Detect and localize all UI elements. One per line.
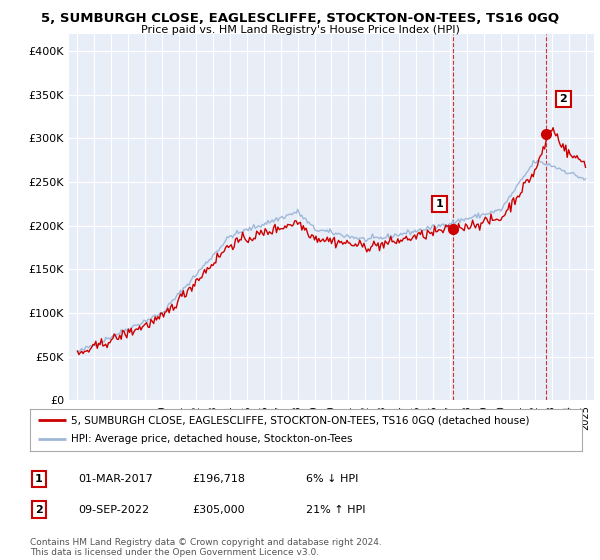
Text: 5, SUMBURGH CLOSE, EAGLESCLIFFE, STOCKTON-ON-TEES, TS16 0GQ (detached house): 5, SUMBURGH CLOSE, EAGLESCLIFFE, STOCKTO… <box>71 415 530 425</box>
Text: 21% ↑ HPI: 21% ↑ HPI <box>306 505 365 515</box>
Text: Price paid vs. HM Land Registry's House Price Index (HPI): Price paid vs. HM Land Registry's House … <box>140 25 460 35</box>
Text: 1: 1 <box>35 474 43 484</box>
Text: 2: 2 <box>559 94 567 104</box>
Text: 1: 1 <box>436 199 443 209</box>
Text: 2: 2 <box>35 505 43 515</box>
Text: 6% ↓ HPI: 6% ↓ HPI <box>306 474 358 484</box>
Text: £196,718: £196,718 <box>192 474 245 484</box>
Text: HPI: Average price, detached house, Stockton-on-Tees: HPI: Average price, detached house, Stoc… <box>71 435 353 445</box>
Text: 09-SEP-2022: 09-SEP-2022 <box>78 505 149 515</box>
Text: 5, SUMBURGH CLOSE, EAGLESCLIFFE, STOCKTON-ON-TEES, TS16 0GQ: 5, SUMBURGH CLOSE, EAGLESCLIFFE, STOCKTO… <box>41 12 559 25</box>
Text: Contains HM Land Registry data © Crown copyright and database right 2024.
This d: Contains HM Land Registry data © Crown c… <box>30 538 382 557</box>
Text: £305,000: £305,000 <box>192 505 245 515</box>
Text: 01-MAR-2017: 01-MAR-2017 <box>78 474 153 484</box>
